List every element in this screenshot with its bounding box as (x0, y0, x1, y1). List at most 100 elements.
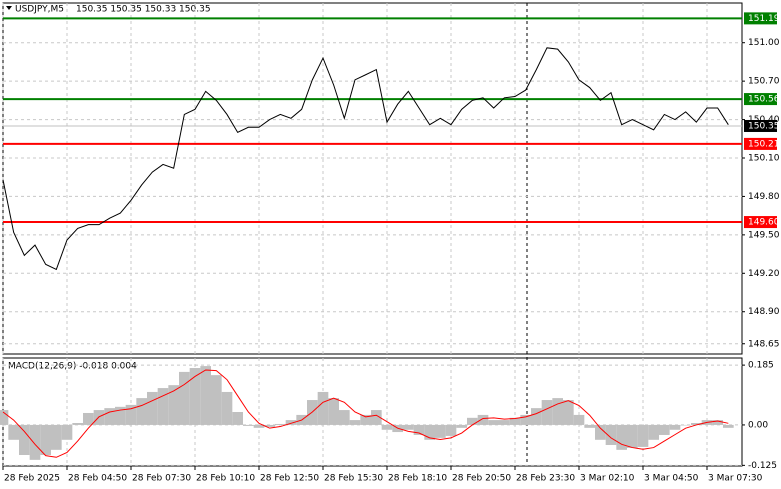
histogram-bar (616, 424, 627, 450)
histogram-bar (659, 424, 670, 435)
histogram-bar (29, 424, 41, 460)
histogram-bar (552, 398, 563, 425)
histogram-bar (253, 424, 265, 428)
histogram-bar (371, 410, 382, 425)
histogram-bar (168, 385, 179, 425)
histogram-bar (477, 414, 489, 425)
x-tick-label: 28 Feb 20:50 (452, 474, 511, 484)
histogram-bar (531, 408, 542, 425)
x-tick-label: 3 Mar 07:30 (708, 474, 763, 484)
histogram-bar (72, 422, 83, 425)
x-tick-label: 28 Feb 12:50 (260, 474, 319, 484)
histogram-bar (499, 420, 510, 425)
x-tick-label: 28 Feb 07:30 (132, 474, 191, 484)
chart-title: USDJPY,M5 (15, 5, 64, 15)
histogram-bar (0, 410, 9, 425)
histogram-bar (61, 424, 73, 440)
histogram-bar (339, 410, 350, 425)
histogram-bar (403, 424, 414, 430)
level-label: 151.19 (748, 14, 780, 24)
histogram-bar (285, 420, 297, 425)
histogram-bar (19, 424, 30, 456)
histogram-bar (349, 420, 361, 425)
level-label-box (744, 137, 777, 150)
level-label-box (744, 216, 777, 229)
x-tick-label: 3 Mar 04:50 (644, 474, 699, 484)
histogram-bar (467, 417, 478, 425)
histogram-bar (691, 422, 702, 425)
y-tick-label: 148.65 (748, 339, 780, 349)
histogram-bar (8, 424, 19, 440)
histogram-bar (669, 424, 681, 430)
x-tick-label: 28 Feb 2025 (4, 474, 60, 484)
signal-line (2, 369, 729, 458)
histogram-bar (520, 414, 531, 425)
histogram-bar (317, 391, 329, 425)
histogram-bar (563, 400, 574, 425)
histogram-bar (627, 424, 638, 448)
level-label-box (744, 12, 777, 25)
histogram-bar (328, 398, 339, 425)
quote: 150.35 150.35 150.33 150.35 (76, 5, 211, 15)
x-tick-label: 28 Feb 18:10 (388, 474, 447, 484)
histogram-bar (435, 424, 446, 438)
y-tick-label: 148.90 (748, 307, 780, 317)
x-tick-label: 3 Mar 02:10 (580, 474, 635, 484)
x-tick-label: 28 Feb 04:50 (68, 474, 127, 484)
histogram-bar (243, 424, 254, 426)
histogram-bar (136, 398, 147, 425)
y-tick-label: 150.70 (748, 77, 780, 87)
macd-title: MACD(12,26,9) -0.018 0.004 (8, 362, 137, 372)
histogram-bar (232, 412, 243, 425)
histogram-bar (104, 408, 115, 425)
histogram-bar (40, 424, 51, 456)
histogram-bar (445, 424, 457, 436)
histogram-bar (541, 400, 553, 425)
histogram-bar (595, 424, 606, 440)
histogram-bar (179, 371, 190, 425)
y-tick-label: 149.50 (748, 230, 780, 240)
last-price-label: 150.35 (748, 121, 780, 131)
histogram-bar (189, 368, 201, 425)
histogram-bar (275, 423, 286, 425)
histogram-bar (200, 366, 211, 425)
histogram-bar (573, 414, 585, 425)
histogram-bar (605, 424, 617, 445)
histogram-bar (488, 420, 499, 425)
histogram-bar (115, 406, 126, 425)
y-tick-label: 0.00 (748, 420, 768, 430)
y-tick-label: 0.185 (748, 361, 774, 371)
histogram-bar (648, 424, 659, 440)
histogram-bar (264, 424, 275, 427)
x-tick-label: 28 Feb 23:30 (516, 474, 575, 484)
y-tick-label: 149.80 (748, 192, 780, 202)
last-price-box (744, 119, 777, 132)
histogram-bar (157, 388, 169, 425)
y-tick-label: 151.00 (748, 38, 780, 48)
y-tick-label: -0.125 (748, 461, 777, 471)
histogram-bar (509, 417, 521, 425)
histogram-bar (456, 424, 467, 428)
histogram-bar (51, 424, 62, 450)
histogram-bar (221, 391, 233, 425)
level-label: 149.60 (748, 218, 780, 228)
level-label-box (744, 93, 777, 106)
histogram-bar (413, 424, 425, 435)
histogram-bar (83, 412, 94, 425)
histogram-bar (584, 424, 595, 428)
price-line (2, 47, 729, 271)
x-tick-label: 28 Feb 15:30 (324, 474, 383, 484)
level-label: 150.56 (748, 95, 780, 105)
histogram-bar (637, 424, 649, 447)
y-tick-label: 149.20 (748, 269, 780, 279)
histogram-bar (125, 404, 137, 425)
histogram-bar (211, 375, 222, 425)
x-tick-label: 28 Feb 10:10 (196, 474, 255, 484)
histogram-bar (712, 420, 723, 425)
price-frame (2, 2, 743, 355)
histogram-bar (723, 424, 734, 428)
histogram-bar (381, 424, 393, 430)
level-label: 150.21 (748, 139, 780, 149)
